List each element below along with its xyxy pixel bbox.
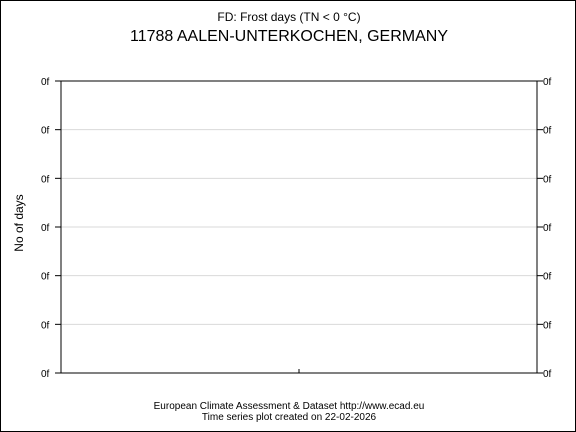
y-tick-label-left: 0f (41, 77, 50, 88)
y-tick-label-right: 0f (543, 272, 552, 283)
y-tick-label-left: 0f (41, 320, 50, 331)
footer-created: Time series plot created on 22-02-2026 (201, 412, 377, 423)
y-tick-label-right: 0f (543, 174, 552, 185)
chart-subtitle: 11788 AALEN-UNTERKOCHEN, GERMANY (129, 28, 448, 45)
y-axis-label: No of days (12, 194, 26, 252)
y-tick-label-left: 0f (41, 174, 50, 185)
chart-title: FD: Frost days (TN < 0 °C) (217, 10, 361, 24)
y-tick-label-left: 0f (41, 272, 50, 283)
y-tick-label-right: 0f (543, 77, 552, 88)
y-tick-label-right: 0f (543, 223, 552, 234)
y-tick-label-left: 0f (41, 126, 50, 137)
footer-source: European Climate Assessment & Dataset ht… (153, 401, 425, 412)
y-tick-label-left: 0f (41, 369, 50, 380)
y-tick-label-right: 0f (543, 126, 552, 137)
y-tick-label-right: 0f (543, 320, 552, 331)
y-tick-label-right: 0f (543, 369, 552, 380)
y-tick-label-left: 0f (41, 223, 50, 234)
